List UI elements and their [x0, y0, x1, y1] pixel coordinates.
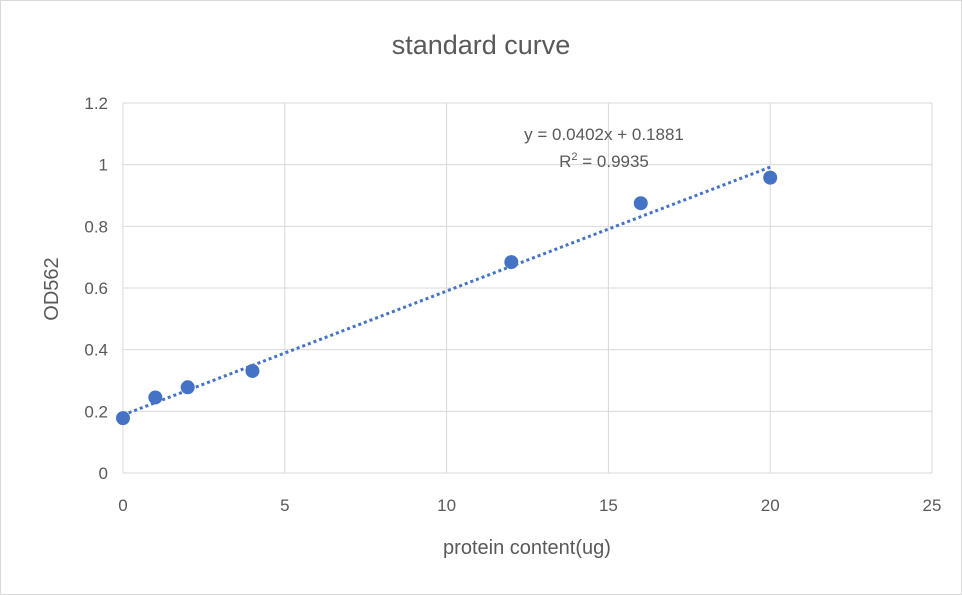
y-tick-label: 0.2	[84, 402, 108, 421]
r-squared-superscript: 2	[571, 151, 577, 163]
y-tick-label: 0.6	[84, 279, 108, 298]
r-squared-value: = 0.9935	[578, 152, 649, 171]
x-tick-label: 10	[437, 496, 456, 515]
x-tick-label: 20	[761, 496, 780, 515]
x-tick-label: 5	[280, 496, 289, 515]
trendline-equation: y = 0.0402x + 0.1881	[524, 125, 684, 144]
data-point	[245, 363, 260, 378]
r-squared-label: R2 = 0.9935	[559, 151, 649, 171]
data-point	[633, 196, 648, 211]
y-tick-label: 0.8	[84, 217, 108, 236]
r-squared-prefix: R	[559, 152, 571, 171]
y-tick-label: 1.2	[84, 94, 108, 113]
data-point	[116, 411, 130, 426]
data-point	[504, 255, 519, 270]
data-points	[116, 170, 778, 426]
x-tick-label: 0	[118, 496, 127, 515]
linear-trendline	[122, 165, 771, 417]
data-point	[180, 380, 195, 395]
grid-lines	[122, 102, 933, 474]
y-axis-label: OD562	[41, 257, 63, 320]
y-tick-labels: 0 0.2 0.4 0.6 0.8 1 1.2	[84, 94, 108, 483]
y-tick-label: 0	[99, 464, 108, 483]
data-point	[763, 170, 778, 185]
data-point	[148, 390, 163, 405]
y-tick-label: 0.4	[84, 341, 108, 360]
chart-title: standard curve	[392, 30, 571, 60]
y-tick-label: 1	[99, 156, 108, 175]
x-tick-label: 25	[923, 496, 942, 515]
trendline-group	[122, 165, 771, 417]
x-axis-label: protein content(ug)	[443, 537, 611, 559]
x-tick-labels: 0 5 10 15 20 25	[118, 496, 941, 515]
x-tick-label: 15	[599, 496, 618, 515]
